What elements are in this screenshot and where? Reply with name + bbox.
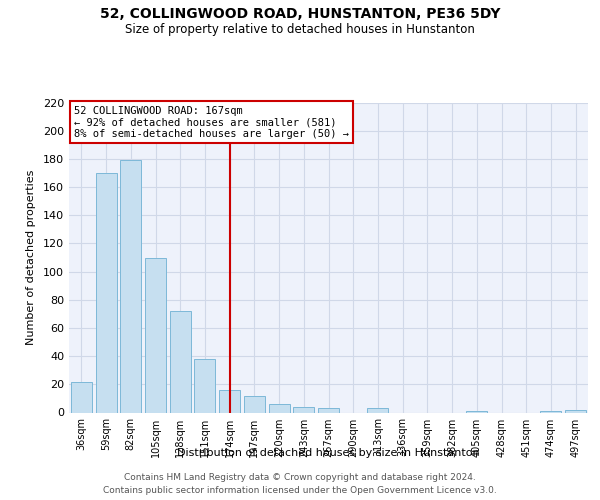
- Bar: [269, 404, 290, 412]
- Bar: [565, 410, 586, 412]
- Text: Contains HM Land Registry data © Crown copyright and database right 2024.: Contains HM Land Registry data © Crown c…: [124, 472, 476, 482]
- Bar: [541, 411, 562, 412]
- Bar: [120, 160, 141, 412]
- Text: 52 COLLINGWOOD ROAD: 167sqm
← 92% of detached houses are smaller (581)
8% of sem: 52 COLLINGWOOD ROAD: 167sqm ← 92% of det…: [74, 106, 349, 139]
- Bar: [466, 411, 487, 412]
- Text: 52, COLLINGWOOD ROAD, HUNSTANTON, PE36 5DY: 52, COLLINGWOOD ROAD, HUNSTANTON, PE36 5…: [100, 8, 500, 22]
- Bar: [318, 408, 339, 412]
- Bar: [71, 382, 92, 412]
- Bar: [145, 258, 166, 412]
- Bar: [367, 408, 388, 412]
- Text: Size of property relative to detached houses in Hunstanton: Size of property relative to detached ho…: [125, 22, 475, 36]
- Bar: [170, 311, 191, 412]
- Y-axis label: Number of detached properties: Number of detached properties: [26, 170, 36, 345]
- Bar: [293, 407, 314, 412]
- Bar: [219, 390, 240, 412]
- Bar: [244, 396, 265, 412]
- Bar: [194, 359, 215, 412]
- Bar: [95, 173, 116, 412]
- Text: Distribution of detached houses by size in Hunstanton: Distribution of detached houses by size …: [178, 448, 480, 458]
- Text: Contains public sector information licensed under the Open Government Licence v3: Contains public sector information licen…: [103, 486, 497, 495]
